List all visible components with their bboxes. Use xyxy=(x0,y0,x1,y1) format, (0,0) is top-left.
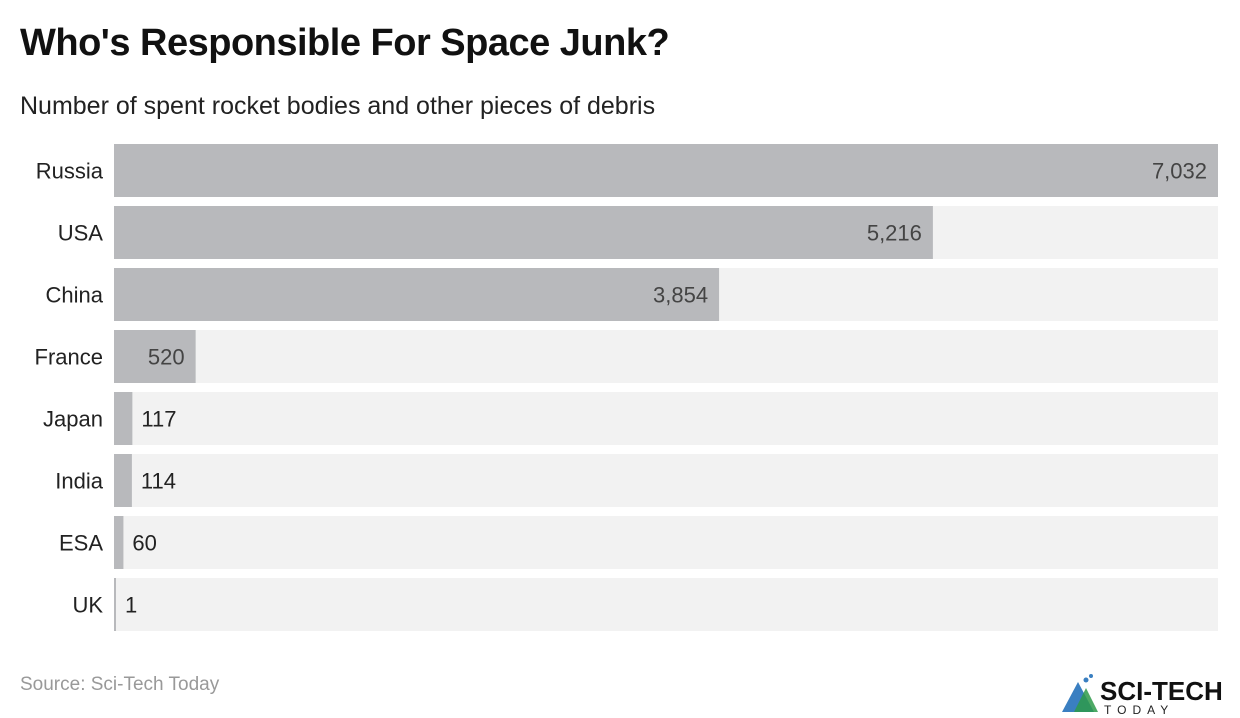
category-label: France xyxy=(35,345,103,370)
bar-esa xyxy=(114,516,124,569)
chart-title: Who's Responsible For Space Junk? xyxy=(20,22,670,64)
category-label: USA xyxy=(58,221,104,246)
value-label: 60 xyxy=(132,531,156,556)
bar-russia xyxy=(114,144,1218,197)
sci-tech-today-logo: SCI-TECH TODAY xyxy=(1062,674,1223,716)
category-label: Japan xyxy=(43,407,103,432)
category-label: India xyxy=(55,469,103,494)
value-label: 3,854 xyxy=(653,283,708,308)
value-label: 520 xyxy=(148,345,185,370)
value-label: 5,216 xyxy=(867,221,922,246)
bar-track xyxy=(114,516,1218,569)
bar-usa xyxy=(114,206,933,259)
category-label: China xyxy=(46,283,104,308)
bar-france xyxy=(114,330,196,383)
bar-track xyxy=(114,454,1218,507)
category-label: Russia xyxy=(36,159,104,184)
category-label: ESA xyxy=(59,531,103,556)
bar-track xyxy=(114,392,1218,445)
source-note: Source: Sci-Tech Today xyxy=(20,674,220,695)
bar-chart: Russia 7,032 USA 5,216 China 3,854 France 520 Ja… xyxy=(35,144,1218,631)
value-label: 7,032 xyxy=(1152,159,1207,184)
bar-uk xyxy=(114,578,116,631)
bar-china xyxy=(114,268,720,321)
category-label: UK xyxy=(72,593,103,618)
bar-japan xyxy=(114,392,133,445)
bar-india xyxy=(114,454,132,507)
svg-text:TODAY: TODAY xyxy=(1104,703,1174,716)
bar-track xyxy=(114,330,1218,383)
chart-subtitle: Number of spent rocket bodies and other … xyxy=(20,92,656,120)
bar-track xyxy=(114,578,1218,631)
value-label: 114 xyxy=(141,469,176,494)
value-label: 1 xyxy=(125,593,137,618)
svg-text:SCI-TECH: SCI-TECH xyxy=(1100,676,1223,706)
value-label: 117 xyxy=(141,407,176,432)
